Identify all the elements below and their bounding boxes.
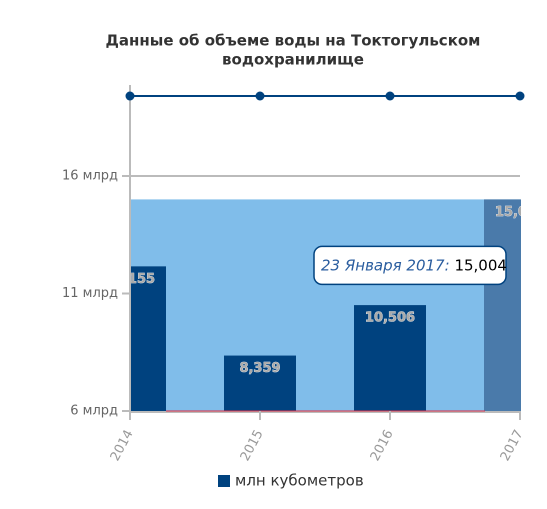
tooltip: 23 Января 2017: 15,004 bbox=[313, 245, 507, 286]
chart-title: Данные об объеме воды на Токтогульском bbox=[106, 32, 481, 50]
y-tick-label: 6 млрд bbox=[70, 404, 118, 419]
top-line bbox=[125, 91, 525, 101]
y-tick-label: 11 млрд bbox=[62, 286, 118, 301]
value-label: 12,155 bbox=[105, 272, 155, 287]
bar bbox=[484, 199, 521, 411]
x-tick-label: 2014 bbox=[108, 427, 137, 463]
point bbox=[385, 91, 395, 101]
tooltip-value: 15,004 bbox=[454, 256, 507, 274]
highlight-area bbox=[130, 199, 520, 411]
y-tick-label: 16 млрд bbox=[62, 169, 118, 184]
tooltip-box bbox=[313, 245, 507, 286]
legend-swatch bbox=[218, 475, 230, 487]
tooltip-text: 23 Января 2017: 15,004 bbox=[321, 256, 507, 274]
bar bbox=[354, 305, 426, 411]
x-tick-label: 2015 bbox=[238, 427, 267, 463]
bar bbox=[224, 355, 296, 411]
x-tick-label: 2016 bbox=[368, 427, 397, 463]
x-tick-label: 2017 bbox=[498, 427, 527, 463]
bar bbox=[130, 266, 166, 411]
chart-title: водохранилище bbox=[222, 51, 364, 69]
value-label: 10,506 bbox=[365, 311, 415, 326]
point bbox=[255, 91, 265, 101]
legend-label: млн кубометров bbox=[235, 472, 364, 490]
value-label: 15,004 bbox=[495, 205, 545, 220]
tooltip-date: 23 Января 2017: bbox=[321, 256, 450, 274]
point bbox=[125, 91, 135, 101]
point bbox=[515, 91, 525, 101]
value-label: 8,359 bbox=[239, 361, 280, 376]
